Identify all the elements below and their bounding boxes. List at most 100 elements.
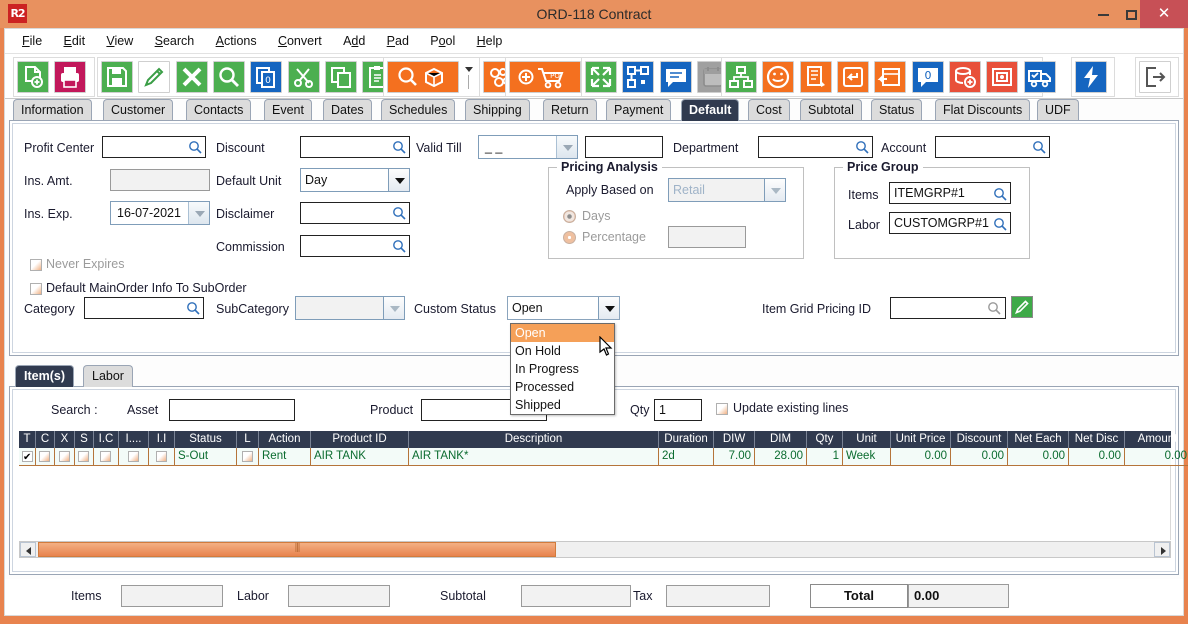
menu-item-pool[interactable]: Pool <box>430 34 456 48</box>
valid-till-date-input[interactable]: _ _ <box>478 135 578 159</box>
subtotal-value[interactable] <box>521 585 631 607</box>
scroll-right-arrow-icon[interactable] <box>1154 542 1170 557</box>
grid-header-amount[interactable]: Amount <box>1125 431 1188 448</box>
exit-logout-icon[interactable] <box>1139 61 1171 93</box>
row-cell-dim[interactable]: 28.00 <box>755 448 807 466</box>
item-tab-labor[interactable]: Labor <box>83 365 133 387</box>
disclaimer-input[interactable] <box>300 202 410 224</box>
grid-header-description[interactable]: Description <box>409 431 659 448</box>
grid-header-x[interactable]: X <box>55 431 75 448</box>
account-input[interactable] <box>935 136 1050 158</box>
comment-zero-icon[interactable]: 0 <box>911 61 944 93</box>
search-box-dropdown-arrow[interactable] <box>464 61 474 93</box>
new-document-icon[interactable] <box>17 61 49 93</box>
menu-item-add[interactable]: Add <box>343 34 366 48</box>
tab-shipping[interactable]: Shipping <box>465 99 530 121</box>
items-total-value[interactable] <box>121 585 223 607</box>
row-cell-description[interactable]: AIR TANK* <box>409 448 659 466</box>
custom-status-option-shipped[interactable]: Shipped <box>515 398 561 412</box>
menu-item-search[interactable]: Search <box>154 34 195 48</box>
tab-information[interactable]: Information <box>13 99 92 121</box>
row-check-x[interactable] <box>59 451 70 462</box>
default-mainorder-checkbox[interactable] <box>30 283 42 295</box>
note-comment-icon[interactable] <box>659 61 692 93</box>
percentage-radio[interactable] <box>563 231 576 244</box>
edit-pencil-icon[interactable] <box>138 61 171 93</box>
commission-input[interactable] <box>300 235 410 257</box>
days-radio[interactable] <box>563 210 576 223</box>
row-cell-product-id[interactable]: AIR TANK <box>311 448 409 466</box>
duplicate-zero-icon[interactable]: 0 <box>250 61 283 93</box>
row-check-c[interactable] <box>39 451 50 462</box>
row-cell-amount[interactable]: 0.00 <box>1125 448 1188 466</box>
grid-horizontal-scrollbar[interactable] <box>19 541 1171 558</box>
lightning-bolt-icon[interactable] <box>1075 61 1107 93</box>
percentage-input[interactable] <box>668 226 746 248</box>
grid-header-action[interactable]: Action <box>259 431 311 448</box>
cut-scissors-icon[interactable] <box>287 61 320 93</box>
edit-pricing-id-button[interactable] <box>1011 296 1033 318</box>
grid-header-discount[interactable]: Discount <box>951 431 1008 448</box>
menu-item-edit[interactable]: Edit <box>63 34 86 48</box>
copy-icon[interactable] <box>325 61 358 93</box>
print-icon[interactable] <box>54 61 87 93</box>
category-input[interactable] <box>84 297 204 319</box>
row-cell-action[interactable]: Rent <box>259 448 311 466</box>
chevron-down-icon[interactable] <box>598 297 619 319</box>
row-cell-status[interactable]: S-Out <box>175 448 237 466</box>
custom-status-option-in-progress[interactable]: In Progress <box>515 362 579 376</box>
grid-header-qty[interactable]: Qty <box>807 431 843 448</box>
grid-asset-input[interactable] <box>169 399 295 421</box>
expand-arrows-icon[interactable] <box>585 61 617 93</box>
invoice-list-icon[interactable] <box>799 61 832 93</box>
item-tab-items[interactable]: Item(s) <box>15 365 74 387</box>
table-row[interactable]: S-Out Rent AIR TANK AIR TANK* 2d 7.00 28… <box>19 448 1188 466</box>
department-input[interactable] <box>758 136 873 158</box>
menu-item-actions[interactable]: Actions <box>215 34 257 48</box>
barcode-grid-icon[interactable] <box>622 61 655 93</box>
ins-exp-date-input[interactable]: 16-07-2021 <box>110 201 210 225</box>
grid-header-product-id[interactable]: Product ID <box>311 431 409 448</box>
grid-header-net-each[interactable]: Net Each <box>1008 431 1069 448</box>
never-expires-checkbox[interactable] <box>30 259 42 271</box>
grid-header-dim[interactable]: DIM <box>755 431 807 448</box>
tab-flat-discounts[interactable]: Flat Discounts <box>935 99 1031 121</box>
grid-header-ic[interactable]: I.C <box>94 431 119 448</box>
labor-total-value[interactable] <box>288 585 390 607</box>
row-check-ic[interactable] <box>100 451 111 462</box>
row-cell-unit-price[interactable]: 0.00 <box>891 448 951 466</box>
add-payment-coins-icon[interactable] <box>949 61 982 93</box>
tab-udf[interactable]: UDF <box>1037 99 1079 121</box>
row-cell-duration[interactable]: 2d <box>659 448 714 466</box>
row-cell-net-each[interactable]: 0.00 <box>1008 448 1069 466</box>
tab-default[interactable]: Default <box>681 99 740 121</box>
custom-status-option-on-hold[interactable]: On Hold <box>515 344 561 358</box>
close-button[interactable]: ✕ <box>1140 0 1188 28</box>
row-cell-qty[interactable]: 1 <box>807 448 843 466</box>
tax-value[interactable] <box>666 585 770 607</box>
grid-qty-input[interactable]: 1 <box>654 399 702 421</box>
apply-based-on-select[interactable]: Retail <box>668 178 786 202</box>
total-button[interactable]: Total <box>810 584 908 608</box>
ins-amt-input[interactable] <box>110 169 210 191</box>
tab-customer[interactable]: Customer <box>103 99 174 121</box>
menu-item-view[interactable]: View <box>106 34 134 48</box>
tab-payment[interactable]: Payment <box>606 99 672 121</box>
subcategory-select[interactable] <box>295 296 405 320</box>
tab-event[interactable]: Event <box>264 99 312 121</box>
default-unit-select[interactable]: Day <box>300 168 410 192</box>
search-icon[interactable] <box>213 61 246 93</box>
tab-return[interactable]: Return <box>543 99 597 121</box>
grid-header-s[interactable]: S <box>75 431 94 448</box>
menu-item-file[interactable]: File <box>22 34 43 48</box>
item-grid-pricing-id-input[interactable] <box>890 297 1006 319</box>
tab-status[interactable]: Status <box>871 99 923 121</box>
chevron-down-icon[interactable] <box>383 297 404 319</box>
chevron-down-icon[interactable] <box>764 179 785 201</box>
profit-center-input[interactable] <box>102 136 206 158</box>
menu-item-help[interactable]: Help <box>476 34 503 48</box>
row-check-i[interactable] <box>128 451 139 462</box>
tab-schedules[interactable]: Schedules <box>381 99 456 121</box>
valid-till-extra-input[interactable] <box>585 136 663 158</box>
update-existing-lines-checkbox[interactable] <box>716 403 728 415</box>
